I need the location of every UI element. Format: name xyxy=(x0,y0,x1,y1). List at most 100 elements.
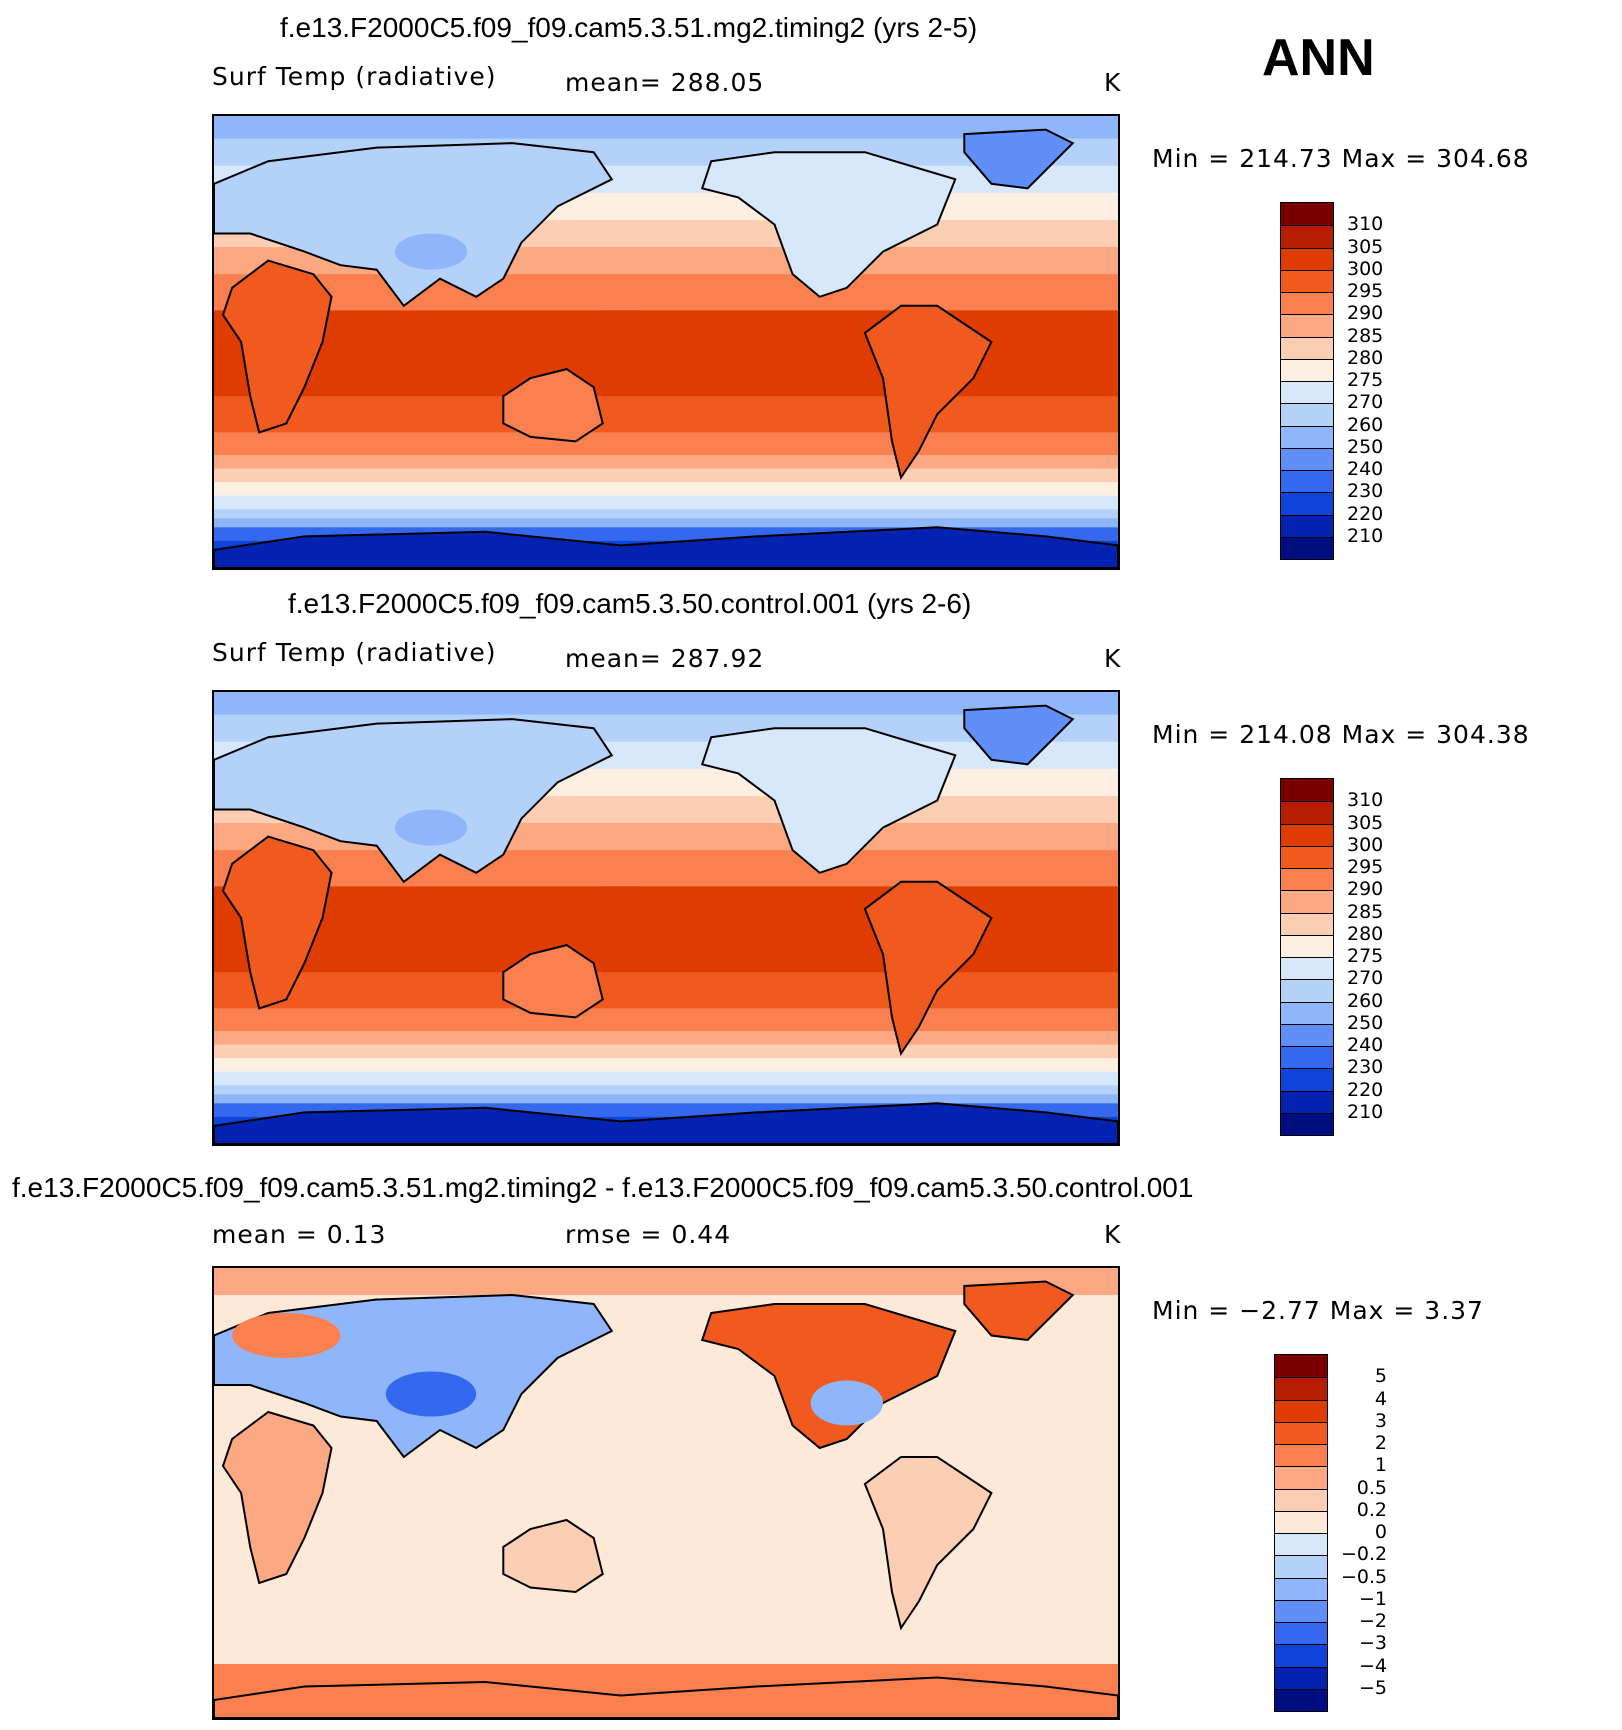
continent-namerica xyxy=(700,151,957,298)
colorbar-cell xyxy=(1281,934,1333,957)
continent-namerica xyxy=(700,727,957,874)
colorbar-cell xyxy=(1281,492,1333,515)
colorbar-tick-label: 275 xyxy=(1347,945,1384,967)
panel-2-units: K xyxy=(1104,644,1122,673)
colorbar-tick-label: 270 xyxy=(1347,967,1384,990)
colorbar-tick-label: 260 xyxy=(1347,989,1384,1012)
panel-2-map xyxy=(212,690,1120,1146)
colorbar-cell xyxy=(1281,801,1333,824)
field-band xyxy=(214,1044,1118,1060)
colorbar-tick-label: 280 xyxy=(1347,922,1384,945)
field-band xyxy=(214,692,1118,716)
field-band xyxy=(214,495,1118,511)
colorbar-cell xyxy=(1281,1112,1333,1135)
field-band xyxy=(214,468,1118,484)
colorbar-cell xyxy=(1281,314,1333,337)
colorbar-cell xyxy=(1281,203,1333,226)
continent-samerica xyxy=(863,304,993,481)
colorbar-tick-label: −2 xyxy=(1358,1610,1387,1632)
colorbar-tick-label: 295 xyxy=(1347,856,1384,878)
colorbar-cell xyxy=(1275,1599,1327,1622)
field-band xyxy=(214,1085,1118,1096)
continent-antarctica xyxy=(214,526,1118,568)
field-band xyxy=(214,972,1118,1010)
continent-eurasia xyxy=(214,718,614,884)
colorbar-tick-label: −4 xyxy=(1358,1654,1387,1677)
field-band xyxy=(214,274,1118,312)
panel-1-title: f.e13.F2000C5.f09_f09.cam5.3.51.mg2.timi… xyxy=(280,12,978,43)
continent-africa xyxy=(221,835,333,1010)
colorbar-tick-label: 240 xyxy=(1347,1034,1384,1056)
colorbar-cell xyxy=(1275,1444,1327,1467)
colorbar-cell xyxy=(1275,1666,1327,1689)
colorbar-cell xyxy=(1281,779,1333,802)
colorbar-tick-label: 210 xyxy=(1347,1100,1384,1123)
colorbar-cell xyxy=(1281,292,1333,315)
field-warm-pool xyxy=(304,310,938,392)
colorbar-tick-label: 290 xyxy=(1347,878,1384,901)
colorbar-cell xyxy=(1281,1023,1333,1046)
field-band xyxy=(214,1094,1118,1105)
panel-3-minmax: Min = −2.77 Max = 3.37 xyxy=(1152,1296,1484,1325)
field-band xyxy=(214,1008,1118,1032)
continent-australia xyxy=(502,368,604,443)
colorbar-tick-label: 0.2 xyxy=(1356,1498,1387,1521)
field-band xyxy=(214,1031,1118,1046)
colorbar-cell xyxy=(1275,1577,1327,1600)
colorbar-cell xyxy=(1281,823,1333,846)
colorbar-cell xyxy=(1281,536,1333,559)
colorbar-tick-label: 280 xyxy=(1347,346,1384,369)
colorbar-cell xyxy=(1281,225,1333,248)
colorbar-cell xyxy=(1281,912,1333,935)
field-tibet xyxy=(394,233,468,270)
continent-greenland xyxy=(963,704,1075,766)
colorbar-cell xyxy=(1281,247,1333,270)
field-band xyxy=(214,518,1118,529)
map-field xyxy=(214,692,1118,1144)
colorbar-tick-label: 250 xyxy=(1347,435,1384,458)
field-band xyxy=(214,432,1118,456)
colorbar-tick-label: 285 xyxy=(1347,900,1384,923)
colorbar-tick-label: −0.5 xyxy=(1341,1565,1388,1588)
colorbar-cell xyxy=(1275,1421,1327,1444)
continent-greenland xyxy=(963,1280,1075,1342)
colorbar-cell xyxy=(1281,957,1333,980)
continent-antarctica xyxy=(214,1676,1118,1718)
colorbar-tick-label: 305 xyxy=(1347,235,1384,258)
panel-2-title: f.e13.F2000C5.f09_f09.cam5.3.50.control.… xyxy=(288,588,972,619)
colorbar-tick-label: 240 xyxy=(1347,458,1384,480)
field-band xyxy=(214,509,1118,520)
continent-greenland xyxy=(963,128,1075,190)
panel-2-variable: Surf Temp (radiative) xyxy=(212,638,497,667)
colorbar-tick-label: 310 xyxy=(1347,213,1384,236)
panel-3-title: f.e13.F2000C5.f09_f09.cam5.3.51.mg2.timi… xyxy=(12,1172,1194,1203)
field-tibet xyxy=(394,809,468,846)
colorbar-tick-label: 285 xyxy=(1347,324,1384,347)
colorbar-cell xyxy=(1281,358,1333,381)
colorbar-cell xyxy=(1275,1533,1327,1556)
panel-1-map xyxy=(212,114,1120,570)
colorbar-cell xyxy=(1281,1090,1333,1113)
colorbar-cell xyxy=(1275,1622,1327,1645)
field-europe-anomaly xyxy=(232,1313,341,1358)
panel-1-colorbar: 310 305 300 295 290 285 280 275 270 260 250 240 230 2… xyxy=(1280,202,1383,560)
colorbar-cell xyxy=(1281,425,1333,448)
colorbar-cell xyxy=(1281,979,1333,1002)
panel-3-colorbar: 5 4 3 2 1 0.5 0.2 0 −0.2 −0.5 −1 −2 −3 −4 −5 xyxy=(1274,1354,1387,1712)
field-band xyxy=(214,116,1118,140)
colorbar-cell xyxy=(1275,1555,1327,1578)
field-band xyxy=(214,396,1118,434)
colorbar-tick-label: 260 xyxy=(1347,413,1384,436)
panel-3-mean: mean = 0.13 xyxy=(212,1220,387,1249)
field-band xyxy=(214,850,1118,888)
colorbar-tick-label: 250 xyxy=(1347,1011,1384,1034)
colorbar-tick-label: 4 xyxy=(1374,1387,1387,1410)
colorbar-cell xyxy=(1281,381,1333,404)
field-band xyxy=(214,1058,1118,1073)
colorbar-cell xyxy=(1281,403,1333,426)
panel-3-rmse: rmse = 0.44 xyxy=(565,1220,732,1249)
colorbar-tick-label: −5 xyxy=(1358,1676,1387,1699)
panel-2-mean: mean= 287.92 xyxy=(565,644,765,673)
colorbar-tick-label: 270 xyxy=(1347,391,1384,414)
colorbar-cell xyxy=(1275,1488,1327,1511)
